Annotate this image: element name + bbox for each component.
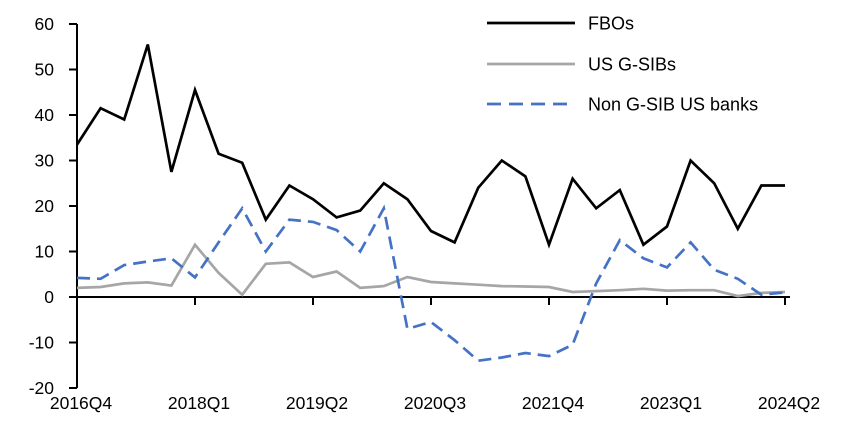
- y-tick-label: -20: [29, 378, 55, 398]
- x-tick-label: 2020Q3: [404, 393, 466, 413]
- legend-label-us-g-sibs: US G-SIBs: [588, 55, 676, 75]
- legend-label-fbos: FBOs: [588, 14, 634, 34]
- x-tick-label: 2016Q4: [50, 393, 113, 413]
- series-line-fbos: [75, 44, 785, 249]
- legend-label-non-g-sib-us-banks: Non G-SIB US banks: [588, 95, 758, 115]
- x-tick-label: 2023Q1: [640, 393, 702, 413]
- legend-item-fbos: FBOs: [487, 14, 634, 34]
- x-tick-label: 2021Q4: [522, 393, 585, 413]
- legend: FBOs US G-SIBs Non G-SIB US banks: [487, 14, 758, 115]
- y-tick-label: 50: [35, 60, 55, 80]
- y-tick-label: -10: [29, 333, 55, 353]
- y-tick-label: 0: [44, 287, 54, 307]
- y-tick-label: 10: [35, 242, 55, 262]
- y-tick-label: 30: [35, 151, 55, 171]
- y-tick-label: 40: [35, 105, 55, 125]
- x-tick-label: 2024Q2: [758, 393, 820, 413]
- legend-item-non-g-sib-us-banks: Non G-SIB US banks: [487, 95, 758, 115]
- y-tick-label: 20: [35, 196, 55, 216]
- series-line-non-g-sib-us-banks: [76, 204, 786, 363]
- legend-item-us-g-sibs: US G-SIBs: [487, 55, 676, 75]
- x-tick-label: 2019Q2: [286, 393, 348, 413]
- x-tick-label: 2018Q1: [168, 393, 230, 413]
- y-tick-label: 60: [35, 14, 55, 34]
- series-line-us-g-sibs: [76, 242, 786, 298]
